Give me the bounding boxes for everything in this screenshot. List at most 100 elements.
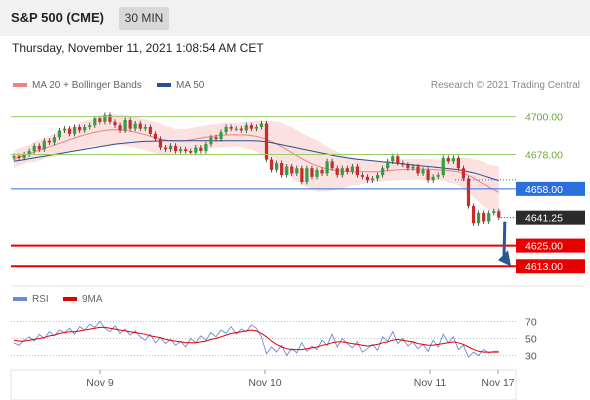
level-4700.00: 4700.00 (11, 112, 563, 124)
candle (370, 175, 375, 183)
candle-body (143, 126, 147, 129)
candle-body (259, 123, 264, 127)
candle (78, 124, 82, 133)
candle-body (320, 169, 324, 174)
candle-body (189, 151, 193, 153)
candle-body (471, 206, 476, 224)
candle-body (108, 114, 112, 122)
candle-body (335, 168, 339, 176)
rsi-panel: 70 50 30 (11, 317, 537, 363)
candle (269, 157, 274, 173)
support-label: 4613.00 (525, 261, 563, 273)
candle (42, 138, 46, 152)
candle (174, 143, 178, 154)
candle-body (340, 168, 344, 176)
resistance-label: 4700.00 (525, 112, 563, 124)
candle-body (179, 149, 183, 152)
candle (466, 175, 471, 209)
legend-label-ma20: MA 20 + Bollinger Bands (32, 80, 142, 91)
candle-body (477, 212, 481, 224)
candle (290, 163, 294, 176)
candle-body (184, 149, 188, 152)
price-panel (12, 112, 501, 226)
candle-body (194, 147, 198, 153)
candle (264, 120, 269, 163)
rsi-tick-label: 50 (525, 334, 537, 346)
chart-header: S&P 500 (CME) 30 MIN (0, 0, 590, 36)
last-price: 4641.25 (500, 210, 585, 225)
last-price-label: 4641.25 (525, 213, 563, 225)
candle-body (138, 123, 142, 129)
candle (365, 174, 370, 183)
candle (451, 155, 455, 164)
candle (67, 126, 72, 137)
candle-body (376, 175, 380, 179)
candle-body (214, 137, 218, 139)
candle-body (305, 168, 309, 182)
candle-body (219, 132, 223, 139)
candle-body (163, 147, 168, 150)
candle-body (285, 166, 289, 176)
bollinger-band (14, 114, 499, 219)
level-4613.00: 4613.00 (11, 259, 585, 274)
legend-ma20: MA 20 + Bollinger Bands (13, 80, 142, 91)
candle (98, 115, 102, 125)
candle (391, 153, 395, 164)
candle (52, 134, 56, 146)
legend-label-rsi: RSI (32, 294, 49, 305)
candle-body (209, 137, 213, 145)
candle-body (204, 144, 208, 152)
candle (376, 172, 380, 182)
candle-body (487, 212, 491, 222)
candle-body (73, 126, 77, 134)
candle (335, 165, 339, 178)
candle (83, 124, 87, 133)
candle (320, 167, 324, 176)
candle-body (83, 126, 87, 131)
legend-rsi: RSI (13, 294, 49, 305)
x-tick-label: Nov 17 (481, 377, 514, 389)
candle (37, 143, 41, 152)
legend-rsi-ma: 9MA (63, 294, 103, 305)
candle-body (396, 156, 400, 164)
candle-body (133, 123, 137, 129)
time-axis-frame (10, 369, 517, 400)
candle (305, 165, 309, 185)
candle-body (168, 145, 173, 150)
candle (381, 165, 385, 178)
candle (396, 153, 400, 166)
candle (249, 122, 253, 132)
candle (128, 117, 132, 132)
candle (27, 148, 31, 158)
interval-button[interactable]: 30 MIN (119, 7, 169, 30)
legend-ma50: MA 50 (157, 80, 204, 91)
candle-body (42, 140, 46, 150)
candle-body (113, 121, 117, 126)
candle-body (98, 118, 102, 122)
candle (62, 126, 67, 133)
candle-body (224, 126, 228, 133)
candle (22, 151, 26, 161)
candle-body (62, 128, 67, 131)
candle-body (350, 166, 354, 172)
candle (32, 143, 36, 154)
candle (355, 163, 359, 178)
candle (199, 145, 203, 154)
candle (461, 165, 466, 182)
candle-body (275, 163, 279, 170)
candle-body (411, 166, 415, 169)
candle-body (37, 145, 41, 150)
candle (456, 155, 460, 171)
candle (492, 208, 496, 216)
x-tick-label: Nov 10 (248, 377, 281, 389)
candle-body (386, 161, 390, 169)
candle-body (345, 168, 349, 172)
candle-body (421, 169, 425, 174)
candle-body (391, 156, 395, 162)
candle-body (330, 161, 334, 169)
candle-body (254, 126, 258, 129)
candle-body (123, 120, 127, 131)
candle (47, 138, 51, 146)
candle (406, 162, 410, 171)
candle-body (497, 211, 501, 218)
